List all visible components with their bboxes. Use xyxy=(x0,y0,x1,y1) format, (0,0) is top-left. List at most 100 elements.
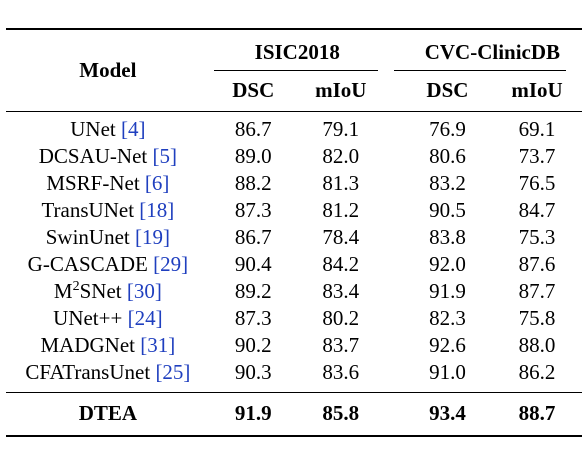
citation-link[interactable]: [19] xyxy=(135,224,170,249)
value-cell: 92.6 xyxy=(429,332,466,357)
value-cell: 80.2 xyxy=(322,305,360,330)
value-cell: 82.3 xyxy=(429,305,466,330)
citation-link[interactable]: [18] xyxy=(139,197,175,222)
value-cell: 89.2 xyxy=(234,278,272,303)
isic2018-group-underline xyxy=(214,70,378,71)
model-name-cell: CFATransUnet [25] xyxy=(6,359,210,393)
table-body: UNet [4] 86.7 79.1 76.9 69.1 DCSAU-Net [… xyxy=(6,111,582,392)
model-name-cell: UNet [4] xyxy=(6,111,210,143)
comparison-table: Model ISIC2018 CVC-ClinicDB DSC mIoU DSC… xyxy=(6,28,582,437)
model-name: MSRF-Net xyxy=(46,170,140,195)
citation-link[interactable]: [25] xyxy=(155,359,191,384)
value-cell: 86.7 xyxy=(234,116,272,141)
value-cell: 93.4 xyxy=(384,391,493,436)
isic2018-group-label: ISIC2018 xyxy=(254,40,340,64)
citation-link[interactable]: [31] xyxy=(140,332,176,357)
table-row: CFATransUnet [25] 90.3 83.6 91.0 86.2 xyxy=(6,359,582,393)
value-cell: 88.2 xyxy=(234,170,272,195)
value-cell: 91.0 xyxy=(429,359,466,384)
table-row: MSRF-Net [6] 88.2 81.3 83.2 76.5 xyxy=(6,170,582,197)
model-name-cell: MSRF-Net [6] xyxy=(6,170,210,197)
cvc-clinicdb-group-underline xyxy=(394,70,566,71)
model-name-cell: MADGNet [31] xyxy=(6,332,210,359)
value-cell: 83.8 xyxy=(429,224,466,249)
proposed-model-name: DTEA xyxy=(6,391,210,436)
value-cell: 83.4 xyxy=(322,278,360,303)
value-cell: 91.9 xyxy=(209,391,297,436)
model-name: UNet++ xyxy=(53,305,123,330)
value-cell: 91.9 xyxy=(429,278,466,303)
model-name: M xyxy=(53,278,73,303)
value-cell: 76.5 xyxy=(518,170,556,195)
model-name: CFATransUnet xyxy=(25,359,151,384)
cvc-clinicdb-group-header: CVC-ClinicDB xyxy=(385,29,582,71)
value-cell: 83.7 xyxy=(322,332,360,357)
value-cell: 90.3 xyxy=(234,359,272,384)
citation-link[interactable]: [6] xyxy=(144,170,170,195)
model-name: TransUNet xyxy=(41,197,135,222)
model-name: DCSAU-Net xyxy=(38,143,148,168)
model-name-cell: G-CASCADE [29] xyxy=(6,251,210,278)
model-name: G-CASCADE xyxy=(27,251,148,276)
table-row: TransUNet [18] 87.3 81.2 90.5 84.7 xyxy=(6,197,582,224)
model-name-cell: TransUNet [18] xyxy=(6,197,210,224)
model-column-header: Model xyxy=(79,57,137,82)
citation-link[interactable]: [30] xyxy=(126,278,162,303)
table-row: G-CASCADE [29] 90.4 84.2 92.0 87.6 xyxy=(6,251,582,278)
value-cell: 84.2 xyxy=(322,251,360,276)
isic2018-group-header: ISIC2018 xyxy=(210,29,385,71)
table-row: SwinUnet [19] 86.7 78.4 83.8 75.3 xyxy=(6,224,582,251)
value-cell: 92.0 xyxy=(429,251,466,276)
model-name-cell: UNet++ [24] xyxy=(6,305,210,332)
citation-link[interactable]: [29] xyxy=(153,251,189,276)
model-name: UNet xyxy=(70,116,116,141)
model-name: SwinUnet xyxy=(45,224,130,249)
model-name-cell: SwinUnet [19] xyxy=(6,224,210,251)
value-cell: 82.0 xyxy=(322,143,360,168)
table-row: UNet++ [24] 87.3 80.2 82.3 75.8 xyxy=(6,305,582,332)
table-row: MADGNet [31] 90.2 83.7 92.6 88.0 xyxy=(6,332,582,359)
model-name-superscript: 2 xyxy=(72,278,80,294)
value-cell: 90.2 xyxy=(234,332,272,357)
citation-link[interactable]: [5] xyxy=(152,143,178,168)
value-cell: 88.7 xyxy=(492,391,582,436)
citation-link[interactable]: [4] xyxy=(121,116,146,141)
value-cell: 78.4 xyxy=(322,224,360,249)
model-name: MADGNet xyxy=(40,332,136,357)
model-name-suffix: SNet xyxy=(79,278,122,303)
value-cell: 84.7 xyxy=(518,197,556,222)
table-row: UNet [4] 86.7 79.1 76.9 69.1 xyxy=(6,111,582,143)
value-cell: 87.7 xyxy=(518,278,556,303)
header-group-row: Model ISIC2018 CVC-ClinicDB xyxy=(6,29,582,82)
value-cell: 75.8 xyxy=(518,305,556,330)
value-cell: 69.1 xyxy=(518,116,556,141)
value-cell: 81.3 xyxy=(322,170,360,195)
value-cell: 87.6 xyxy=(518,251,556,276)
header-metric-row: DSC mIoU DSC mIoU xyxy=(6,71,582,111)
isic-miou-header: mIoU xyxy=(315,78,367,103)
value-cell: 79.1 xyxy=(322,116,360,141)
table-row: M2SNet [30] 89.2 83.4 91.9 87.7 xyxy=(6,278,582,305)
value-cell: 88.0 xyxy=(518,332,556,357)
model-name-cell: DCSAU-Net [5] xyxy=(6,143,210,170)
value-cell: 80.6 xyxy=(429,143,466,168)
value-cell: 76.9 xyxy=(429,116,466,141)
value-cell: 81.2 xyxy=(322,197,360,222)
value-cell: 90.5 xyxy=(429,197,466,222)
value-cell: 85.8 xyxy=(296,391,385,436)
value-cell: 90.4 xyxy=(234,251,272,276)
value-cell: 83.2 xyxy=(429,170,466,195)
value-cell: 86.7 xyxy=(234,224,272,249)
cvc-clinicdb-group-label: CVC-ClinicDB xyxy=(424,40,561,64)
value-cell: 73.7 xyxy=(518,143,556,168)
cvc-dsc-header: DSC xyxy=(426,78,469,103)
isic-dsc-header: DSC xyxy=(232,78,275,103)
citation-link[interactable]: [24] xyxy=(127,305,163,330)
table-footer: DTEA 91.9 85.8 93.4 88.7 xyxy=(6,391,582,436)
value-cell: 87.3 xyxy=(234,197,272,222)
value-cell: 75.3 xyxy=(518,224,556,249)
value-cell: 86.2 xyxy=(518,359,556,384)
value-cell: 89.0 xyxy=(234,143,272,168)
model-name-cell: M2SNet [30] xyxy=(6,278,210,305)
